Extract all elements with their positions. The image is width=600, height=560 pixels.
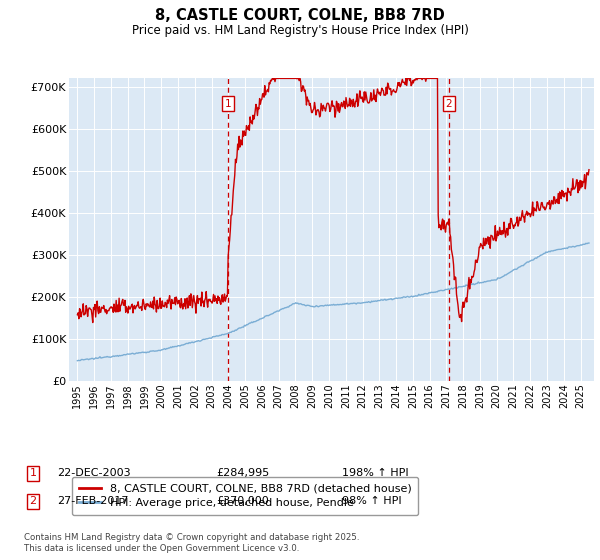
Legend: 8, CASTLE COURT, COLNE, BB8 7RD (detached house), HPI: Average price, detached h: 8, CASTLE COURT, COLNE, BB8 7RD (detache…	[72, 477, 418, 515]
Text: 1: 1	[29, 468, 37, 478]
Text: Price paid vs. HM Land Registry's House Price Index (HPI): Price paid vs. HM Land Registry's House …	[131, 24, 469, 36]
Text: £284,995: £284,995	[216, 468, 269, 478]
Text: 1: 1	[224, 99, 231, 109]
Text: 2: 2	[446, 99, 452, 109]
Text: £370,000: £370,000	[216, 496, 269, 506]
Text: 27-FEB-2017: 27-FEB-2017	[57, 496, 128, 506]
Text: 22-DEC-2003: 22-DEC-2003	[57, 468, 131, 478]
Text: 98% ↑ HPI: 98% ↑ HPI	[342, 496, 401, 506]
Text: Contains HM Land Registry data © Crown copyright and database right 2025.
This d: Contains HM Land Registry data © Crown c…	[24, 533, 359, 553]
Text: 8, CASTLE COURT, COLNE, BB8 7RD: 8, CASTLE COURT, COLNE, BB8 7RD	[155, 8, 445, 24]
Text: 198% ↑ HPI: 198% ↑ HPI	[342, 468, 409, 478]
Text: 2: 2	[29, 496, 37, 506]
